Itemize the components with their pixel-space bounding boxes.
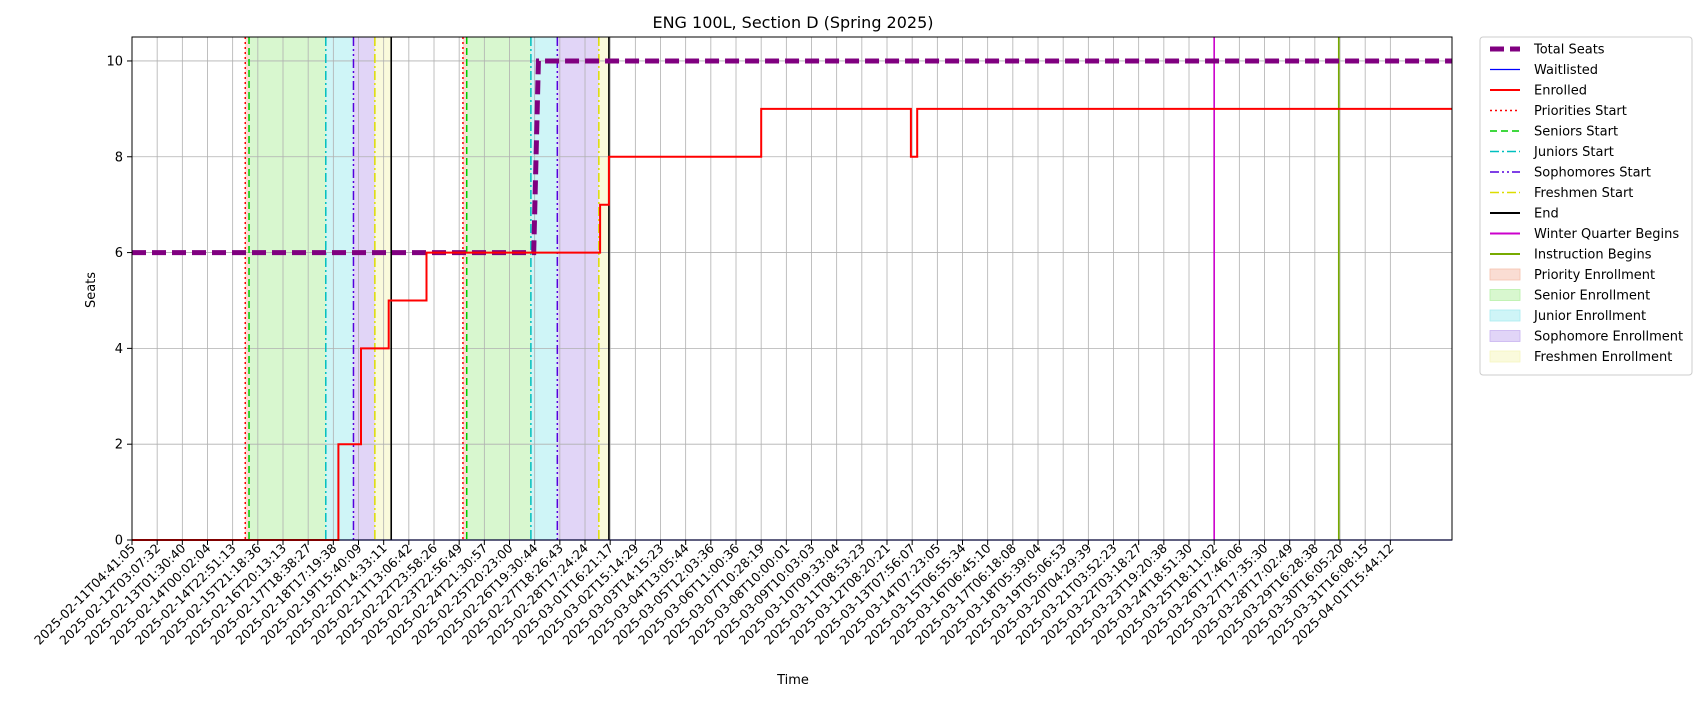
- span-sophomore-enrollment-1: [353, 37, 375, 540]
- y-tick-label: 0: [115, 534, 123, 549]
- series-total-seats: [132, 58, 1452, 256]
- span-freshmen-enrollment-1: [374, 37, 392, 540]
- legend-label: Freshmen Enrollment: [1534, 350, 1672, 365]
- legend-swatch: [1489, 268, 1521, 281]
- y-axis-label: Seats: [84, 272, 99, 308]
- legend-swatch: [1489, 330, 1521, 342]
- span-junior-enrollment-1: [325, 37, 354, 540]
- chart-title: ENG 100L, Section D (Spring 2025): [652, 13, 933, 32]
- x-axis-label: Time: [776, 673, 809, 688]
- plot-frame: [131, 36, 1453, 541]
- span-senior-enrollment-2: [466, 37, 531, 540]
- legend-swatch: [1489, 289, 1521, 301]
- span-priority-enrollment-1: [245, 37, 250, 540]
- legend-label: Waitlisted: [1534, 63, 1598, 78]
- event-lines: [244, 37, 1340, 540]
- legend-swatch: [1489, 309, 1521, 322]
- legend-label: Senior Enrollment: [1534, 289, 1650, 304]
- legend-label: End: [1534, 207, 1559, 222]
- legend-label: Junior Enrollment: [1533, 309, 1646, 324]
- axes: 02468102025-02-11T04:41:052025-02-12T03:…: [31, 36, 1453, 648]
- y-tick-label: 6: [115, 246, 123, 261]
- span-sophomore-enrollment-2: [557, 37, 599, 540]
- y-tick-label: 2: [115, 438, 123, 453]
- y-tick-label: 4: [115, 342, 123, 357]
- legend-label: Sophomores Start: [1534, 166, 1651, 181]
- legend-label: Enrolled: [1534, 84, 1587, 99]
- series-enrolled: [132, 107, 1452, 541]
- legend-swatch: [1489, 350, 1521, 363]
- legend-label: Sophomore Enrollment: [1534, 330, 1683, 345]
- span-priority-enrollment-2: [462, 37, 467, 540]
- legend: Total Seats Waitlisted Enrolled Priorities …: [1479, 36, 1693, 376]
- legend-label: Juniors Start: [1533, 145, 1614, 160]
- legend-label: Seniors Start: [1534, 125, 1618, 140]
- span-freshmen-enrollment-2: [598, 37, 609, 540]
- legend-label: Total Seats: [1533, 43, 1605, 58]
- span-senior-enrollment-1: [249, 37, 326, 540]
- legend-label: Freshmen Start: [1534, 186, 1633, 201]
- legend-label: Winter Quarter Begins: [1534, 227, 1679, 242]
- legend-label: Instruction Begins: [1534, 248, 1652, 263]
- y-tick-label: 10: [106, 54, 123, 69]
- legend-box: [1479, 36, 1693, 376]
- grid: [131, 37, 1452, 541]
- y-tick-label: 8: [115, 150, 123, 165]
- legend-label: Priorities Start: [1534, 104, 1627, 119]
- legend-label: Priority Enrollment: [1534, 268, 1655, 283]
